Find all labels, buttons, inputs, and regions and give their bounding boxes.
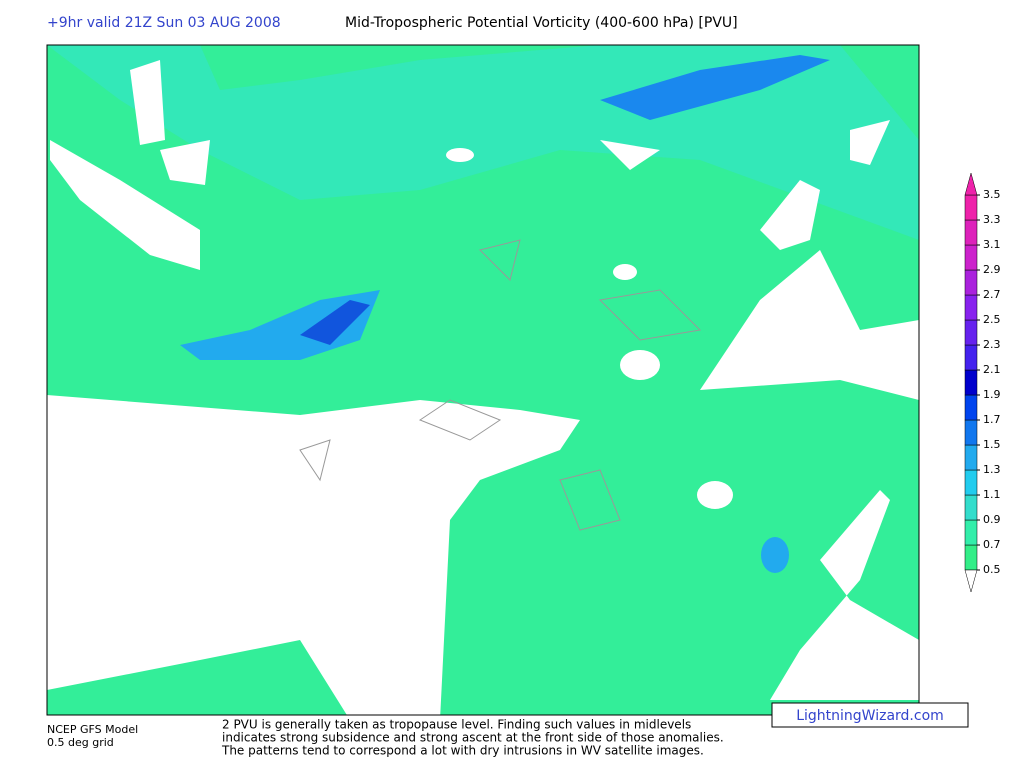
colorbar-label: 1.9 — [983, 388, 1001, 401]
colorbar-band — [964, 269, 978, 296]
colorbar-label: 3.3 — [983, 213, 1001, 226]
colorbar-label: 1.7 — [983, 413, 1001, 426]
colorbar-band — [964, 544, 978, 571]
colorbar-band — [964, 494, 978, 521]
colorbar-band — [964, 319, 978, 346]
colorbar-label: 1.5 — [983, 438, 1001, 451]
colorbar-band — [964, 519, 978, 546]
colorbar-band — [964, 194, 978, 221]
colorbar-band — [964, 294, 978, 321]
colorbar-label: 3.5 — [983, 188, 1001, 201]
pv-field — [761, 537, 789, 573]
colorbar-label: 0.9 — [983, 513, 1001, 526]
pv-field — [600, 55, 830, 120]
colorbar: 0.5 0.7 0.9 1.1 1.3 1.5 1.7 1.9 2.1 2.3 2.5 2.7 2.9 3… — [964, 172, 1001, 593]
colorbar-band — [964, 444, 978, 471]
map — [46, 44, 920, 716]
note-line: indicates strong subsidence and strong a… — [222, 731, 724, 745]
coastline — [299, 239, 702, 531]
colorbar-band — [964, 394, 978, 421]
low-pv-region — [700, 250, 919, 400]
colorbar-band — [964, 344, 978, 371]
colorbar-band — [964, 469, 978, 496]
note-line: The patterns tend to correspond a lot wi… — [221, 744, 704, 758]
low-pv-region — [620, 350, 660, 380]
colorbar-label: 0.7 — [983, 538, 1001, 551]
colorbar-band — [964, 244, 978, 271]
colorbar-band — [964, 369, 978, 396]
low-pv-region — [697, 481, 733, 509]
low-pv-region — [770, 490, 919, 700]
watermark: LightningWizard.com — [796, 708, 944, 724]
grid-label: 0.5 deg grid — [47, 736, 114, 749]
colorbar-label: 0.5 — [983, 563, 1001, 576]
low-pv-region — [760, 180, 820, 250]
colorbar-label: 2.5 — [983, 313, 1001, 326]
colorbar-end — [964, 172, 978, 196]
pv-field — [300, 300, 370, 345]
colorbar-label: 3.1 — [983, 238, 1001, 251]
map-frame — [46, 44, 920, 716]
run-label: +9hr valid 21Z Sun 03 AUG 2008 — [47, 15, 281, 31]
note-line: 2 PVU is generally taken as tropopause l… — [222, 718, 691, 732]
colorbar-label: 2.3 — [983, 338, 1001, 351]
colorbar-label: 1.3 — [983, 463, 1001, 476]
low-pv-region — [130, 60, 890, 185]
low-pv-region — [613, 264, 637, 280]
low-pv-region — [446, 148, 474, 162]
colorbar-end — [964, 569, 978, 593]
colorbar-band — [964, 219, 978, 246]
map-title: Mid-Tropospheric Potential Vorticity (40… — [345, 15, 738, 31]
colorbar-label: 2.9 — [983, 263, 1001, 276]
colorbar-band — [964, 419, 978, 446]
watermark-box — [771, 702, 969, 728]
low-pv-region — [50, 140, 200, 270]
low-pv-region — [47, 395, 580, 715]
model-label: NCEP GFS Model — [47, 723, 138, 736]
colorbar-label: 1.1 — [983, 488, 1001, 501]
colorbar-label: 2.1 — [983, 363, 1001, 376]
colorbar-label: 2.7 — [983, 288, 1001, 301]
